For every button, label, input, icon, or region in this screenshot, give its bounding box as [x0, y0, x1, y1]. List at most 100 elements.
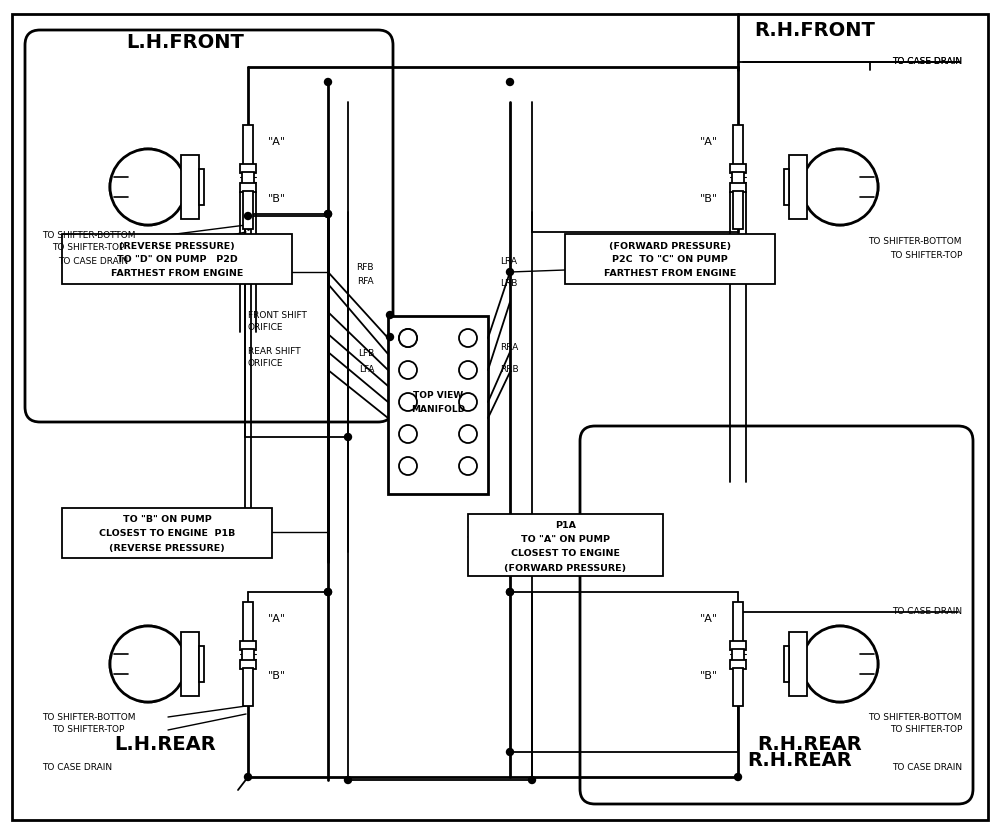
Text: TO SHIFTER-TOP: TO SHIFTER-TOP: [52, 244, 124, 252]
Text: TO CASE DRAIN: TO CASE DRAIN: [892, 607, 962, 617]
Bar: [199, 646, 204, 682]
Circle shape: [507, 588, 514, 596]
Text: LRA: LRA: [500, 257, 517, 266]
Bar: [730, 660, 746, 669]
Text: LRB: LRB: [500, 280, 517, 289]
Bar: [240, 660, 256, 669]
Text: R.H.FRONT: R.H.FRONT: [755, 21, 875, 39]
Text: RFA: RFA: [357, 278, 374, 286]
Bar: [110, 149, 186, 225]
Text: CLOSEST TO ENGINE: CLOSEST TO ENGINE: [511, 549, 620, 558]
Text: MANIFOLD: MANIFOLD: [411, 405, 465, 414]
Text: CLOSEST TO ENGINE  P1B: CLOSEST TO ENGINE P1B: [99, 529, 235, 538]
Circle shape: [399, 425, 417, 443]
Circle shape: [399, 457, 417, 475]
Circle shape: [459, 393, 477, 411]
Bar: [388, 316, 488, 494]
Circle shape: [507, 749, 514, 755]
Circle shape: [459, 361, 477, 379]
Text: TO SHIFTER-TOP: TO SHIFTER-TOP: [890, 250, 962, 260]
Bar: [199, 169, 204, 205]
Text: TO SHIFTER-BOTTOM: TO SHIFTER-BOTTOM: [42, 230, 136, 240]
Text: FRONT SHIFT: FRONT SHIFT: [248, 311, 307, 320]
Bar: [789, 632, 807, 696]
Bar: [243, 125, 253, 165]
Bar: [240, 641, 256, 650]
Text: (FORWARD PRESSURE): (FORWARD PRESSURE): [609, 241, 731, 250]
Text: (FORWARD PRESSURE): (FORWARD PRESSURE): [504, 563, 627, 572]
Text: L.H.REAR: L.H.REAR: [114, 735, 216, 754]
Circle shape: [110, 149, 186, 225]
Text: REAR SHIFT: REAR SHIFT: [248, 348, 301, 356]
Bar: [730, 164, 746, 173]
Circle shape: [802, 149, 878, 225]
Text: "B": "B": [700, 671, 718, 681]
Text: TO CASE DRAIN: TO CASE DRAIN: [892, 57, 962, 67]
Bar: [784, 169, 789, 205]
Text: P1A: P1A: [555, 522, 576, 531]
Circle shape: [244, 212, 252, 220]
Circle shape: [324, 78, 332, 86]
Circle shape: [324, 210, 332, 217]
Text: P2C  TO "C" ON PUMP: P2C TO "C" ON PUMP: [612, 255, 728, 265]
Bar: [240, 183, 256, 192]
Bar: [242, 649, 254, 661]
Text: ORIFICE: ORIFICE: [248, 324, 284, 333]
Text: TO CASE DRAIN: TO CASE DRAIN: [58, 256, 128, 265]
Bar: [730, 641, 746, 650]
Circle shape: [399, 361, 417, 379]
Text: RRA: RRA: [500, 344, 518, 353]
Bar: [468, 514, 663, 576]
Circle shape: [324, 588, 332, 596]
Text: TO "A" ON PUMP: TO "A" ON PUMP: [521, 536, 610, 544]
Bar: [733, 602, 743, 642]
Circle shape: [386, 311, 394, 319]
Bar: [243, 602, 253, 642]
Circle shape: [507, 78, 514, 86]
Text: "A": "A": [700, 137, 718, 147]
Circle shape: [110, 626, 186, 702]
Bar: [243, 191, 253, 229]
Bar: [733, 125, 743, 165]
Bar: [732, 649, 744, 661]
Circle shape: [734, 774, 742, 780]
Text: "B": "B": [700, 194, 718, 204]
Bar: [62, 508, 272, 558]
Text: TO CASE DRAIN: TO CASE DRAIN: [892, 57, 962, 67]
Circle shape: [507, 588, 514, 596]
Text: TO SHIFTER-TOP: TO SHIFTER-TOP: [890, 726, 962, 735]
Bar: [789, 155, 807, 219]
Circle shape: [244, 774, 252, 780]
Text: LFA: LFA: [359, 365, 374, 374]
Circle shape: [459, 457, 477, 475]
Text: FARTHEST FROM ENGINE: FARTHEST FROM ENGINE: [604, 270, 736, 279]
Text: TO CASE DRAIN: TO CASE DRAIN: [892, 762, 962, 771]
Text: L.H.FRONT: L.H.FRONT: [126, 32, 244, 52]
Bar: [802, 149, 878, 225]
Text: R.H.REAR: R.H.REAR: [758, 735, 862, 754]
Circle shape: [324, 210, 332, 217]
Bar: [733, 668, 743, 706]
Text: TOP VIEW: TOP VIEW: [413, 390, 463, 399]
Circle shape: [459, 329, 477, 347]
Bar: [243, 668, 253, 706]
Bar: [733, 191, 743, 229]
Bar: [110, 626, 186, 702]
Text: "A": "A": [268, 137, 286, 147]
Text: TO SHIFTER-BOTTOM: TO SHIFTER-BOTTOM: [42, 712, 136, 721]
Circle shape: [344, 433, 352, 440]
Circle shape: [802, 626, 878, 702]
Text: TO "D" ON PUMP   P2D: TO "D" ON PUMP P2D: [117, 255, 237, 265]
Circle shape: [344, 776, 352, 784]
Text: RFB: RFB: [356, 264, 374, 273]
Circle shape: [386, 334, 394, 340]
Bar: [181, 155, 199, 219]
Text: RRB: RRB: [500, 365, 519, 374]
Text: LFB: LFB: [358, 349, 374, 359]
Bar: [242, 172, 254, 184]
Text: TO SHIFTER-BOTTOM: TO SHIFTER-BOTTOM: [868, 712, 962, 721]
Bar: [62, 234, 292, 284]
Bar: [565, 234, 775, 284]
Text: "A": "A": [268, 614, 286, 624]
Text: (REVERSE PRESSURE): (REVERSE PRESSURE): [109, 543, 225, 552]
